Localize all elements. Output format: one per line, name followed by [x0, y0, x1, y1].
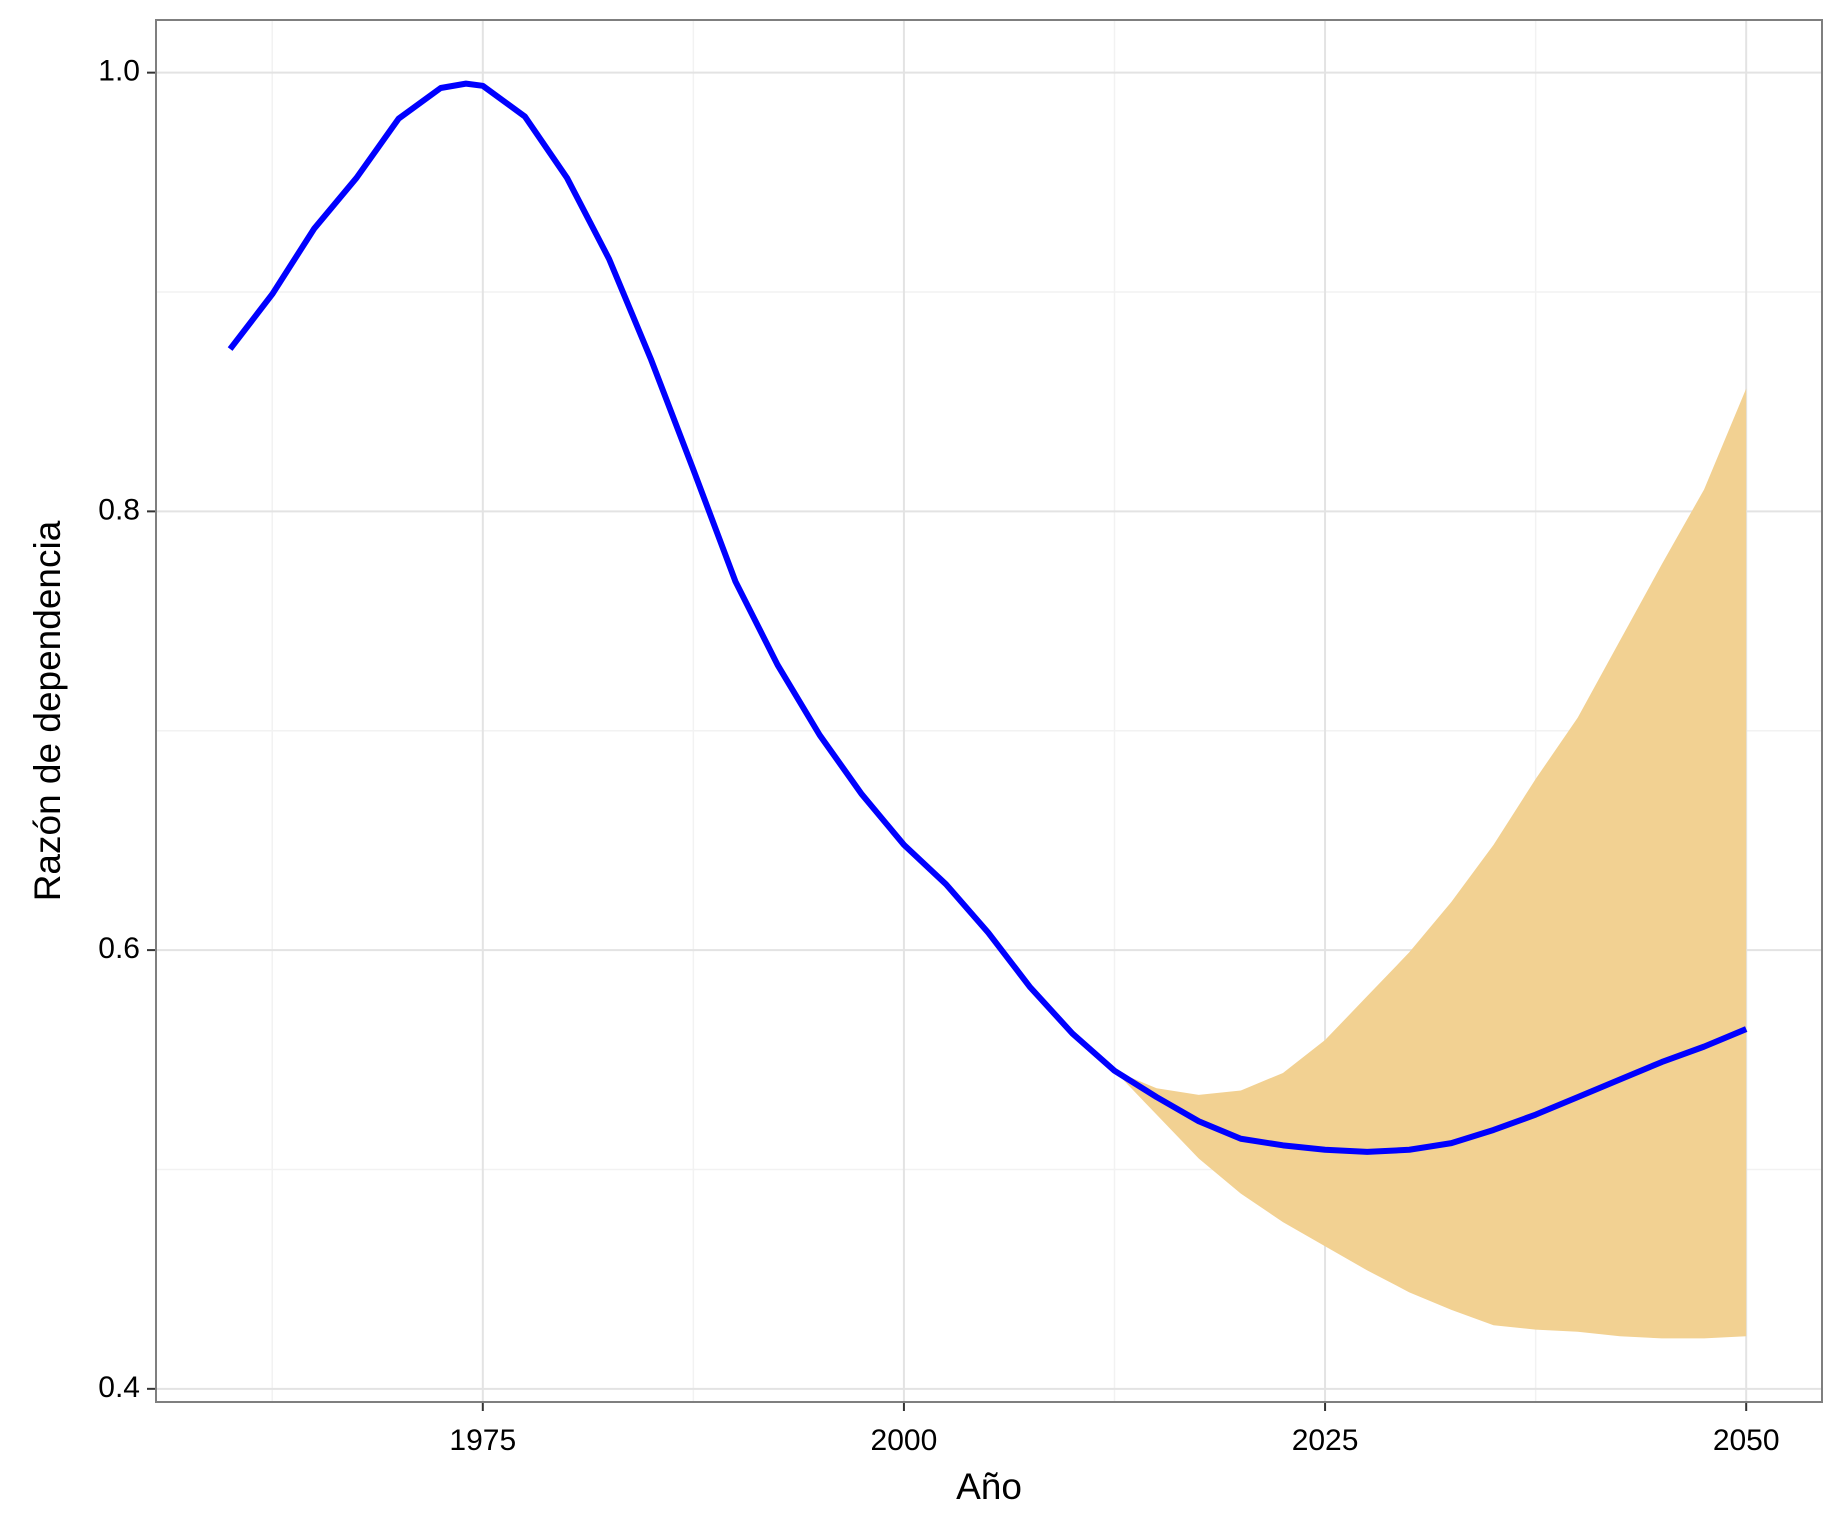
x-tick-label: 1975	[449, 1424, 516, 1457]
x-tick-label: 2000	[871, 1424, 938, 1457]
x-axis-title: Año	[956, 1466, 1022, 1507]
y-tick-label: 0.4	[98, 1371, 140, 1404]
line	[227, 80, 1748, 1155]
confidence-band	[1114, 388, 1747, 1339]
y-tick-label: 1.0	[98, 55, 140, 88]
y-tick-label: 0.8	[98, 493, 140, 526]
x-tick-label: 2025	[1292, 1424, 1359, 1457]
y-tick-label: 0.6	[98, 932, 140, 965]
y-axis-title: Razón de dependencia	[27, 520, 68, 901]
plot-border	[155, 19, 1823, 1403]
x-tick-label: 2050	[1713, 1424, 1780, 1457]
